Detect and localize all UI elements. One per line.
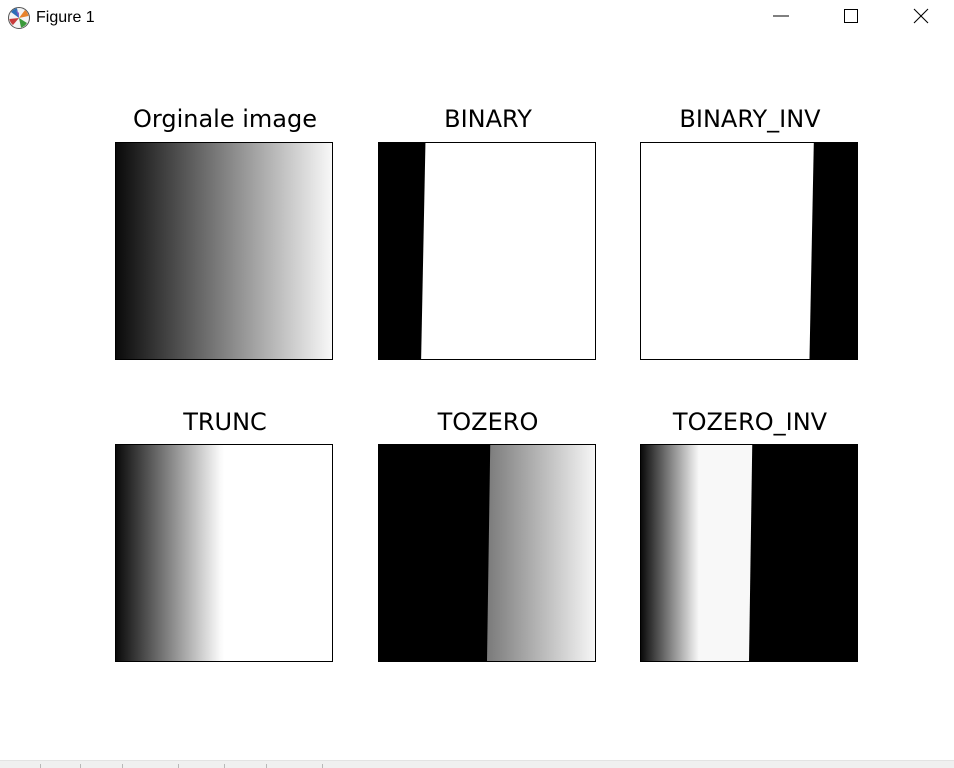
maximize-button[interactable] <box>816 0 886 36</box>
matplotlib-figure-icon <box>7 6 31 30</box>
toolbar-separator <box>266 764 267 768</box>
window-title: Figure 1 <box>36 9 95 26</box>
tozero-inv-gradient-region <box>641 445 753 661</box>
subplot-title-binary: BINARY <box>444 105 532 133</box>
axes-binary <box>378 142 596 360</box>
title-bar[interactable]: Figure 1 <box>0 0 954 36</box>
toolbar-separator <box>40 764 41 768</box>
binary-inv-black-region <box>809 143 857 359</box>
subplot-title-original: Orginale image <box>133 105 317 133</box>
subplot-title-binary-inv: BINARY_INV <box>679 105 821 133</box>
subplot-title-trunc: TRUNC <box>183 408 267 436</box>
original-gradient-image <box>116 143 332 359</box>
minimize-icon <box>773 8 789 28</box>
subplot-title-tozero-inv: TOZERO_INV <box>672 408 828 436</box>
navigation-toolbar <box>0 760 954 768</box>
axes-tozero <box>378 444 596 662</box>
maximize-icon <box>843 8 859 28</box>
tozero-gradient-region <box>487 445 595 661</box>
axes-original-image <box>115 142 333 360</box>
minimize-button[interactable] <box>746 0 816 36</box>
toolbar-separator <box>80 764 81 768</box>
toolbar-separator <box>224 764 225 768</box>
axes-tozero-inv <box>640 444 858 662</box>
binary-black-region <box>379 143 426 359</box>
toolbar-separator <box>178 764 179 768</box>
toolbar-separator <box>122 764 123 768</box>
toolbar-separator <box>322 764 323 768</box>
close-button[interactable] <box>886 0 954 36</box>
subplot-title-tozero: TOZERO <box>437 408 539 436</box>
close-icon <box>913 8 929 28</box>
axes-binary-inv <box>640 142 858 360</box>
axes-trunc <box>115 444 333 662</box>
figure-canvas[interactable]: Orginale image BINARY BINARY_INV <box>0 36 954 760</box>
trunc-image <box>116 445 332 661</box>
